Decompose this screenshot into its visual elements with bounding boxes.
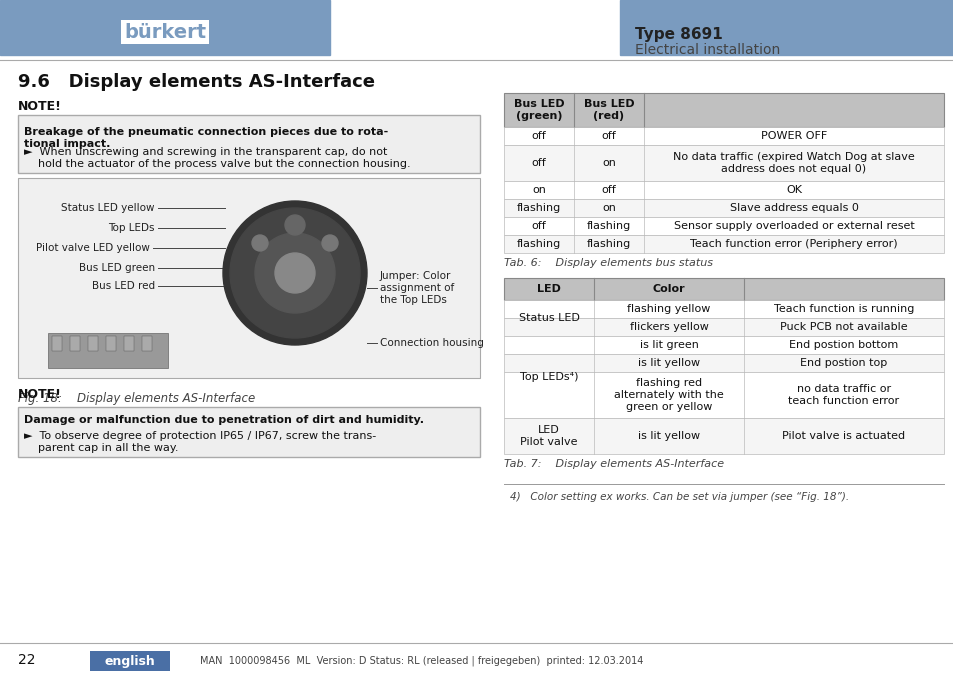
Text: off: off: [601, 131, 616, 141]
Text: Pilot valve LED yellow: Pilot valve LED yellow: [36, 243, 150, 253]
Text: flashing: flashing: [586, 221, 631, 231]
Bar: [90, 651, 170, 671]
Bar: [503, 145, 943, 181]
Text: LED
Pilot valve: LED Pilot valve: [519, 425, 578, 447]
Circle shape: [274, 253, 314, 293]
Text: FLUID CONTROL SYSTEMS: FLUID CONTROL SYSTEMS: [124, 44, 206, 50]
Circle shape: [252, 235, 268, 251]
Bar: [142, 336, 152, 351]
Bar: [503, 318, 943, 336]
Text: 4)   Color setting ex works. Can be set via jumper (see “Fig. 18”).: 4) Color setting ex works. Can be set vi…: [510, 492, 848, 502]
Text: 9.6   Display elements AS-Interface: 9.6 Display elements AS-Interface: [18, 73, 375, 91]
Text: is lit green: is lit green: [639, 340, 698, 350]
Text: on: on: [532, 185, 545, 195]
Text: Status LED: Status LED: [518, 313, 578, 323]
Bar: [18, 407, 479, 457]
Text: flickers yellow: flickers yellow: [629, 322, 708, 332]
Circle shape: [223, 201, 367, 345]
Bar: [503, 336, 943, 354]
Text: Bus LED
(green): Bus LED (green): [513, 99, 564, 120]
Bar: [503, 418, 943, 454]
Bar: [124, 336, 133, 351]
Bar: [619, 0, 953, 55]
Text: Type 8691: Type 8691: [635, 28, 722, 42]
Text: flashing red
alternately with the
green or yellow: flashing red alternately with the green …: [614, 378, 723, 412]
Bar: [52, 336, 62, 351]
Text: Breakage of the pneumatic connection pieces due to rota-
tional impact.: Breakage of the pneumatic connection pie…: [24, 127, 388, 149]
Text: Jumper: Color
assignment of
the Top LEDs: Jumper: Color assignment of the Top LEDs: [379, 271, 454, 305]
Circle shape: [254, 233, 335, 313]
Bar: [503, 372, 943, 418]
Text: on: on: [601, 158, 616, 168]
Text: bürkert: bürkert: [124, 22, 206, 42]
Bar: [0, 0, 330, 55]
Text: POWER OFF: POWER OFF: [760, 131, 826, 141]
Text: Tab. 7:    Display elements AS-Interface: Tab. 7: Display elements AS-Interface: [503, 459, 723, 469]
Text: Fig. 18:    Display elements AS-Interface: Fig. 18: Display elements AS-Interface: [18, 392, 255, 405]
Bar: [88, 336, 98, 351]
Text: End postion top: End postion top: [800, 358, 886, 368]
Text: Sensor supply overloaded or external reset: Sensor supply overloaded or external res…: [673, 221, 913, 231]
Bar: [503, 181, 943, 199]
Text: Color: Color: [652, 284, 684, 294]
Bar: [503, 278, 943, 300]
Bar: [503, 235, 943, 253]
Text: Tab. 6:    Display elements bus status: Tab. 6: Display elements bus status: [503, 258, 712, 268]
Text: OK: OK: [785, 185, 801, 195]
Text: Bus LED red: Bus LED red: [91, 281, 154, 291]
Text: Top LEDs: Top LEDs: [109, 223, 154, 233]
Text: off: off: [531, 131, 546, 141]
Text: is lit yellow: is lit yellow: [638, 431, 700, 441]
Text: Electrical installation: Electrical installation: [635, 43, 780, 57]
Text: End postion bottom: End postion bottom: [788, 340, 898, 350]
Text: on: on: [601, 203, 616, 213]
Text: Status LED yellow: Status LED yellow: [61, 203, 154, 213]
Text: ►  When unscrewing and screwing in the transparent cap, do not
    hold the actu: ► When unscrewing and screwing in the tr…: [24, 147, 410, 169]
Text: Teach function is running: Teach function is running: [773, 304, 913, 314]
Text: flashing yellow: flashing yellow: [627, 304, 710, 314]
Circle shape: [230, 208, 359, 338]
Bar: [106, 336, 116, 351]
Text: flashing: flashing: [586, 239, 631, 249]
Text: flashing: flashing: [517, 239, 560, 249]
Bar: [503, 300, 943, 318]
Bar: [503, 354, 943, 372]
Text: Teach function error (Periphery error): Teach function error (Periphery error): [689, 239, 897, 249]
Text: off: off: [601, 185, 616, 195]
Text: ►  To observe degree of protection IP65 / IP67, screw the trans-
    parent cap : ► To observe degree of protection IP65 /…: [24, 431, 375, 453]
Bar: [503, 217, 943, 235]
Text: flashing: flashing: [517, 203, 560, 213]
Text: Damage or malfunction due to penetration of dirt and humidity.: Damage or malfunction due to penetration…: [24, 415, 423, 425]
Text: off: off: [531, 158, 546, 168]
Text: is lit yellow: is lit yellow: [638, 358, 700, 368]
Bar: [70, 336, 80, 351]
Text: no data traffic or
teach function error: no data traffic or teach function error: [787, 384, 899, 406]
Bar: [18, 115, 479, 173]
Text: Connection housing: Connection housing: [379, 338, 483, 348]
Text: Puck PCB not available: Puck PCB not available: [780, 322, 907, 332]
Bar: [503, 127, 943, 145]
Text: Top LEDs⁴): Top LEDs⁴): [519, 372, 578, 382]
Bar: [18, 178, 479, 378]
Bar: [48, 333, 168, 368]
Text: Pilot valve is actuated: Pilot valve is actuated: [781, 431, 904, 441]
Text: Slave address equals 0: Slave address equals 0: [729, 203, 858, 213]
Text: english: english: [105, 655, 155, 668]
Bar: [503, 93, 943, 127]
Text: Bus LED
(red): Bus LED (red): [583, 99, 634, 120]
Text: No data traffic (expired Watch Dog at slave
address does not equal 0): No data traffic (expired Watch Dog at sl…: [673, 152, 914, 174]
Text: NOTE!: NOTE!: [18, 388, 62, 402]
Circle shape: [322, 235, 337, 251]
Text: MAN  1000098456  ML  Version: D Status: RL (released | freigegeben)  printed: 12: MAN 1000098456 ML Version: D Status: RL …: [200, 656, 642, 666]
Text: 22: 22: [18, 653, 35, 667]
Text: Bus LED green: Bus LED green: [79, 263, 154, 273]
Bar: [503, 199, 943, 217]
Circle shape: [285, 215, 305, 235]
Text: off: off: [531, 221, 546, 231]
Text: LED: LED: [537, 284, 560, 294]
Text: NOTE!: NOTE!: [18, 100, 62, 112]
